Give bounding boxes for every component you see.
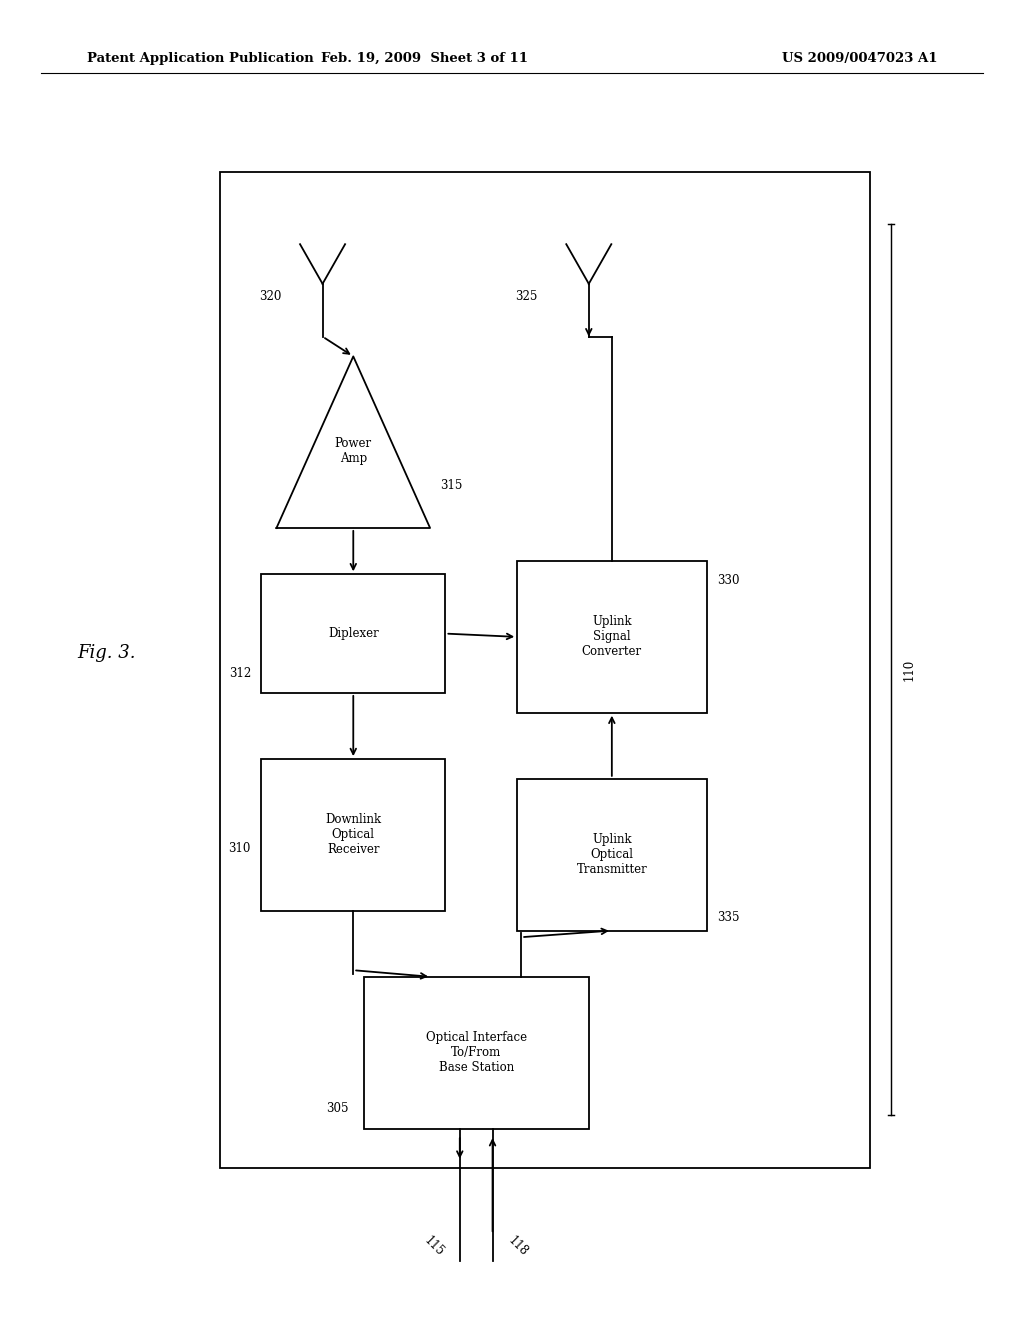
Text: 330: 330 (717, 574, 739, 587)
Text: 115: 115 (422, 1234, 446, 1259)
Text: US 2009/0047023 A1: US 2009/0047023 A1 (782, 51, 938, 65)
Text: 335: 335 (717, 911, 739, 924)
Text: Optical Interface
To/From
Base Station: Optical Interface To/From Base Station (426, 1031, 526, 1074)
Text: 315: 315 (440, 479, 463, 491)
Text: 310: 310 (228, 842, 251, 854)
Text: Power
Amp: Power Amp (335, 437, 372, 465)
Text: Uplink
Signal
Converter: Uplink Signal Converter (582, 615, 642, 659)
Text: Diplexer: Diplexer (328, 627, 379, 640)
Text: Uplink
Optical
Transmitter: Uplink Optical Transmitter (577, 833, 647, 876)
Bar (261, 759, 445, 911)
Bar (517, 561, 707, 713)
Text: Fig. 3.: Fig. 3. (77, 644, 135, 663)
Bar (261, 574, 445, 693)
Text: 118: 118 (506, 1234, 530, 1259)
Bar (364, 977, 589, 1129)
Text: 312: 312 (228, 667, 251, 680)
Bar (517, 779, 707, 931)
Text: Patent Application Publication: Patent Application Publication (87, 51, 313, 65)
Text: Feb. 19, 2009  Sheet 3 of 11: Feb. 19, 2009 Sheet 3 of 11 (322, 51, 528, 65)
Text: Downlink
Optical
Receiver: Downlink Optical Receiver (326, 813, 381, 857)
Text: 110: 110 (903, 659, 915, 681)
Text: 305: 305 (326, 1102, 348, 1115)
Text: 320: 320 (259, 290, 282, 304)
Bar (220, 172, 870, 1168)
Text: 325: 325 (515, 290, 538, 304)
